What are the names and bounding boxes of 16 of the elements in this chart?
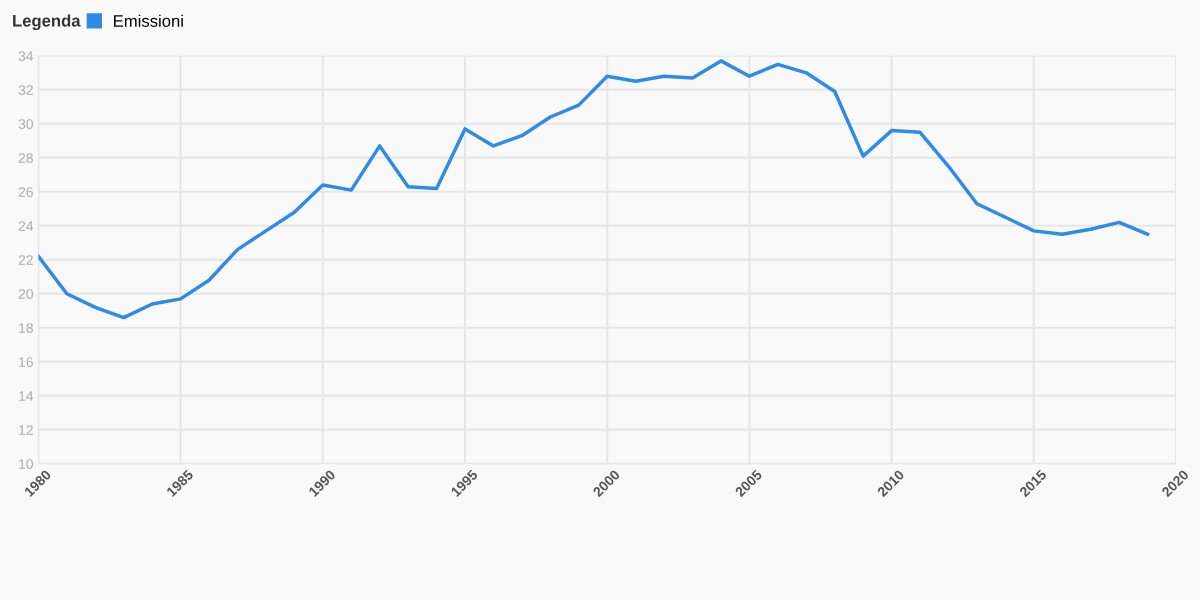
line-series <box>38 59 1150 320</box>
y-tick-label: 20 <box>18 289 33 299</box>
legend-label: Emissioni <box>114 14 183 27</box>
y-tick-label: 32 <box>18 85 33 95</box>
y-tick-label: 18 <box>19 323 33 333</box>
y-tick-label: 24 <box>18 221 34 231</box>
y-tick-label: 10 <box>19 459 33 469</box>
y-tick-label: 26 <box>18 187 33 197</box>
y-tick-label: 34 <box>18 51 34 61</box>
y-tick-label: 14 <box>19 391 34 401</box>
y-tick-label: 12 <box>19 425 33 435</box>
y-tick-label: 22 <box>18 255 33 265</box>
y-tick-label: 16 <box>19 357 33 367</box>
y-tick-label: 30 <box>18 119 33 129</box>
y-tick-label: 28 <box>18 153 33 163</box>
legend-title: Legenda <box>13 14 81 30</box>
